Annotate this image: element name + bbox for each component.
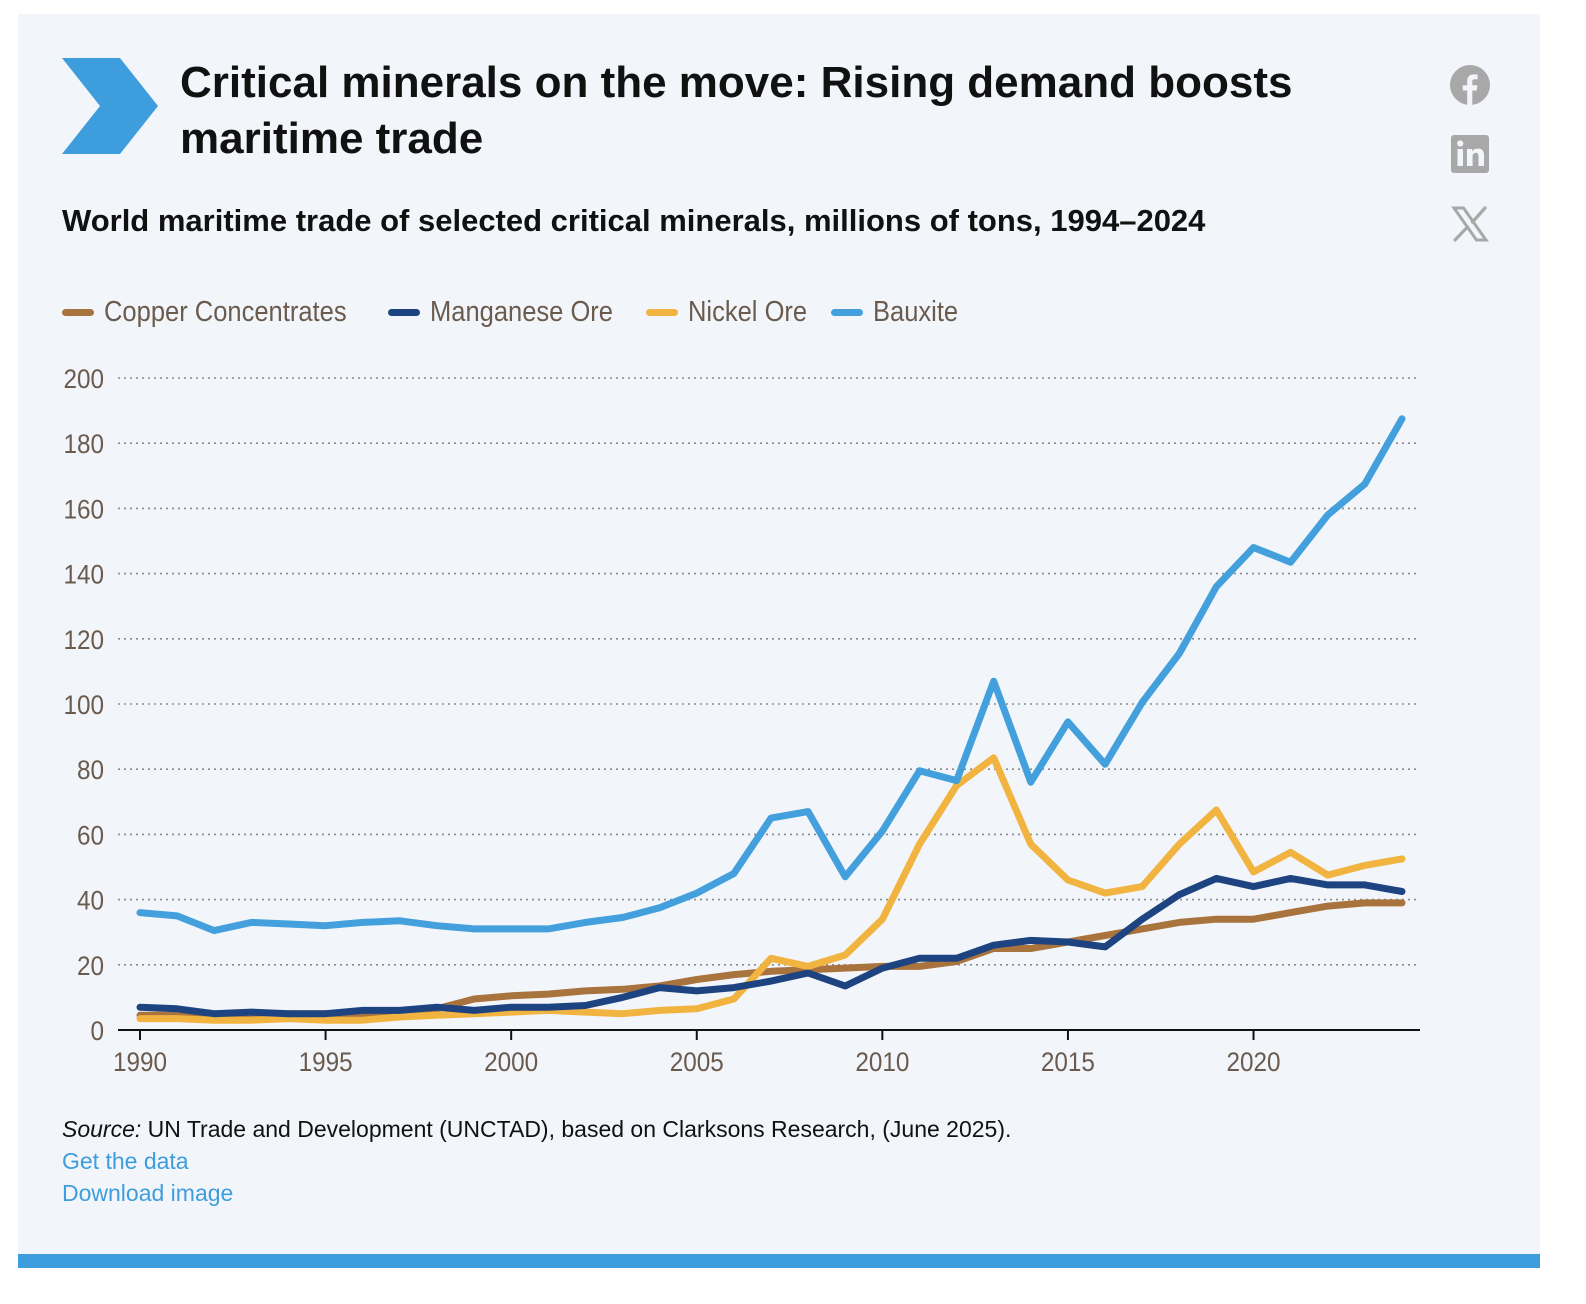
legend-label-manganese: Manganese Ore [429, 295, 613, 328]
y-tick-label: 200 [63, 365, 104, 394]
y-tick-label: 120 [63, 626, 104, 655]
legend-item-manganese[interactable]: Manganese Ore [387, 295, 624, 329]
series-line-bauxite [136, 415, 1406, 935]
page-title: Critical minerals on the move: Rising de… [180, 58, 1293, 163]
download-image-link[interactable]: Download image [62, 1180, 234, 1206]
x-tick-label: 2005 [670, 1048, 724, 1077]
facebook-icon[interactable] [1449, 64, 1491, 106]
y-tick-label: 40 [77, 886, 104, 915]
get-data-link[interactable]: Get the data [62, 1148, 189, 1174]
linkedin-icon[interactable] [1449, 133, 1491, 175]
legend-item-copper[interactable]: Copper Concentrates [62, 296, 366, 329]
line-chart: 0 20 40 60 80 100 120 140 160 180 200 1990 1995 2000 2… [63, 365, 1420, 1077]
chart-footer: Source: UN Trade and Development (UNCTAD… [62, 1113, 1011, 1209]
legend-swatch-nickel [645, 308, 678, 316]
bottom-accent-bar [18, 1254, 1540, 1268]
chevron-logo-icon [62, 58, 158, 154]
y-tick-label: 60 [77, 821, 104, 850]
y-tick-label: 180 [63, 430, 104, 459]
legend-label-nickel: Nickel Ore [687, 295, 807, 328]
chart-subtitle: World maritime trade of selected critica… [62, 203, 1206, 238]
x-tick-label: 1995 [299, 1048, 353, 1077]
x-tick-label: 1990 [113, 1048, 167, 1077]
y-tick-label: 80 [77, 756, 104, 785]
series-line-manganese-ore [136, 874, 1406, 1018]
y-tick-label: 20 [77, 952, 104, 981]
chart-card [18, 14, 1540, 1254]
source-text: UN Trade and Development (UNCTAD), based… [141, 1116, 1012, 1142]
x-tick-label: 2015 [1041, 1048, 1095, 1077]
x-tick-label: 2020 [1227, 1048, 1281, 1077]
x-tick-label: 2000 [484, 1048, 538, 1077]
x-tick-label: 2010 [855, 1048, 909, 1077]
legend-swatch-manganese [387, 308, 420, 316]
x-icon[interactable] [1449, 203, 1491, 245]
legend-swatch-copper [62, 308, 94, 316]
legend-item-nickel[interactable]: Nickel Ore [645, 295, 809, 329]
series-line-nickel-ore [136, 754, 1406, 1024]
y-tick-label: 100 [63, 691, 104, 720]
source-label: Source: [62, 1116, 142, 1142]
legend-label-bauxite: Bauxite [872, 295, 959, 328]
legend-label-copper: Copper Concentrates [104, 295, 347, 328]
legend-swatch-bauxite [830, 308, 863, 316]
legend-item-bauxite[interactable]: Bauxite [830, 295, 959, 329]
y-tick-label: 160 [63, 495, 104, 524]
y-tick-label: 0 [90, 1017, 104, 1046]
chart-legend: Copper Concentrates Manganese Ore Nickel… [62, 292, 978, 332]
source-note: Source: UN Trade and Development (UNCTAD… [62, 1113, 1011, 1145]
y-tick-label: 140 [63, 560, 104, 589]
